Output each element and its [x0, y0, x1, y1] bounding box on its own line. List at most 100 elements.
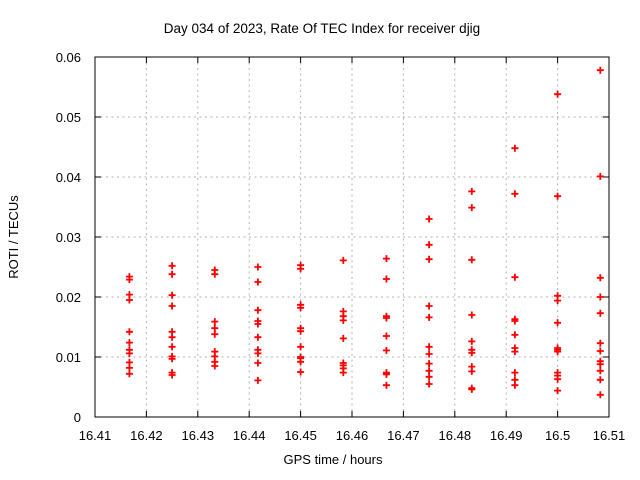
- y-tick-label: 0.05: [56, 110, 81, 125]
- data-point-marker: [382, 381, 390, 389]
- data-point-marker: [125, 296, 133, 304]
- data-point-marker: [596, 172, 604, 180]
- data-point-marker: [425, 215, 433, 223]
- data-point-marker: [596, 391, 604, 399]
- x-tick-label: 16.47: [387, 428, 420, 443]
- data-point-marker: [382, 332, 390, 340]
- data-point-marker: [511, 369, 519, 377]
- data-point-marker: [596, 66, 604, 74]
- plot-border: [94, 56, 610, 418]
- data-point-marker: [468, 204, 476, 212]
- data-point-marker: [297, 343, 305, 351]
- data-point-marker: [511, 190, 519, 198]
- data-point-marker: [554, 348, 562, 356]
- data-point-marker: [211, 318, 219, 326]
- data-point-marker: [168, 355, 176, 363]
- data-point-marker: [382, 255, 390, 263]
- x-tick-label: 16.46: [336, 428, 369, 443]
- y-tick-label: 0.06: [56, 50, 81, 65]
- data-point-marker: [425, 255, 433, 263]
- data-point-marker: [125, 364, 133, 372]
- data-point-marker: [468, 367, 476, 375]
- x-tick-labels: 16.41 16.42 16.43 16.44 16.45 16.46 16.47 16.48…: [79, 428, 626, 443]
- data-point-marker: [125, 349, 133, 357]
- data-point-marker: [425, 360, 433, 368]
- chart-title: Day 034 of 2023, Rate Of TEC Index for r…: [164, 21, 480, 36]
- data-point-marker: [425, 343, 433, 351]
- y-tick-label: 0.03: [56, 230, 81, 245]
- data-point-marker: [339, 369, 347, 377]
- data-point-marker: [168, 291, 176, 299]
- data-point-marker: [168, 333, 176, 341]
- data-point-marker: [339, 334, 347, 342]
- data-point-marker: [125, 328, 133, 336]
- data-point-marker: [125, 370, 133, 378]
- data-point-marker: [511, 317, 519, 325]
- data-point-marker: [596, 347, 604, 355]
- data-point-marker: [211, 324, 219, 332]
- data-point-marker: [254, 349, 262, 357]
- data-point-marker: [468, 187, 476, 195]
- data-point-marker: [382, 346, 390, 354]
- x-tick-label: 16.44: [233, 428, 266, 443]
- data-point-marker: [125, 339, 133, 347]
- data-point-marker: [596, 339, 604, 347]
- x-axis-label: GPS time / hours: [284, 452, 383, 467]
- data-point-marker: [468, 385, 476, 393]
- data-point-marker: [254, 376, 262, 384]
- y-tick-label: 0: [74, 410, 81, 425]
- data-point-marker: [168, 343, 176, 351]
- data-point-marker: [254, 333, 262, 341]
- data-point-marker: [254, 320, 262, 328]
- data-point-marker: [168, 371, 176, 379]
- data-point-marker: [125, 276, 133, 284]
- data-point-marker: [554, 387, 562, 395]
- data-point-marker: [168, 262, 176, 270]
- data-point-marker: [382, 370, 390, 378]
- data-point-marker: [211, 362, 219, 370]
- data-point-marker: [168, 270, 176, 278]
- data-point-marker: [382, 275, 390, 283]
- data-point-marker: [425, 367, 433, 375]
- y-tick-label: 0.04: [56, 170, 81, 185]
- x-tick-label: 16.45: [284, 428, 317, 443]
- data-point-marker: [297, 368, 305, 376]
- data-point-marker: [468, 337, 476, 345]
- data-point-marker: [382, 314, 390, 322]
- data-point-marker: [511, 273, 519, 281]
- data-points-layer: [125, 66, 604, 399]
- x-tick-label: 16.41: [79, 428, 112, 443]
- data-point-marker: [596, 367, 604, 375]
- data-point-marker: [254, 263, 262, 271]
- data-point-marker: [297, 304, 305, 312]
- data-point-marker: [511, 144, 519, 152]
- data-point-marker: [596, 274, 604, 282]
- data-point-marker: [425, 313, 433, 321]
- data-point-marker: [297, 265, 305, 273]
- data-point-marker: [511, 381, 519, 389]
- data-point-marker: [468, 349, 476, 357]
- y-axis-label: ROTI / TECUs: [6, 195, 21, 279]
- data-point-marker: [554, 90, 562, 98]
- data-point-marker: [254, 278, 262, 286]
- data-point-marker: [254, 359, 262, 367]
- data-point-marker: [554, 192, 562, 200]
- data-point-marker: [297, 327, 305, 335]
- x-tick-label: 16.51: [593, 428, 626, 443]
- data-point-marker: [596, 293, 604, 301]
- data-point-marker: [596, 360, 604, 368]
- data-point-marker: [211, 270, 219, 278]
- y-tick-label: 0.02: [56, 290, 81, 305]
- data-point-marker: [468, 256, 476, 264]
- data-point-marker: [596, 376, 604, 384]
- data-point-marker: [554, 375, 562, 383]
- data-point-marker: [211, 330, 219, 338]
- data-point-marker: [297, 358, 305, 366]
- data-point-marker: [168, 302, 176, 310]
- data-point-marker: [425, 380, 433, 388]
- data-point-marker: [596, 309, 604, 317]
- x-tick-label: 16.48: [439, 428, 472, 443]
- data-point-marker: [511, 331, 519, 339]
